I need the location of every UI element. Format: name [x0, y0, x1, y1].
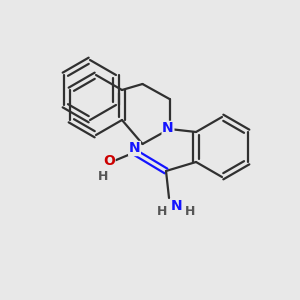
Text: N: N	[171, 199, 182, 212]
Text: N: N	[129, 142, 140, 155]
Text: N: N	[162, 122, 174, 135]
Text: H: H	[98, 170, 108, 184]
Text: O: O	[103, 154, 115, 168]
Text: H: H	[185, 205, 195, 218]
Text: H: H	[157, 205, 168, 218]
